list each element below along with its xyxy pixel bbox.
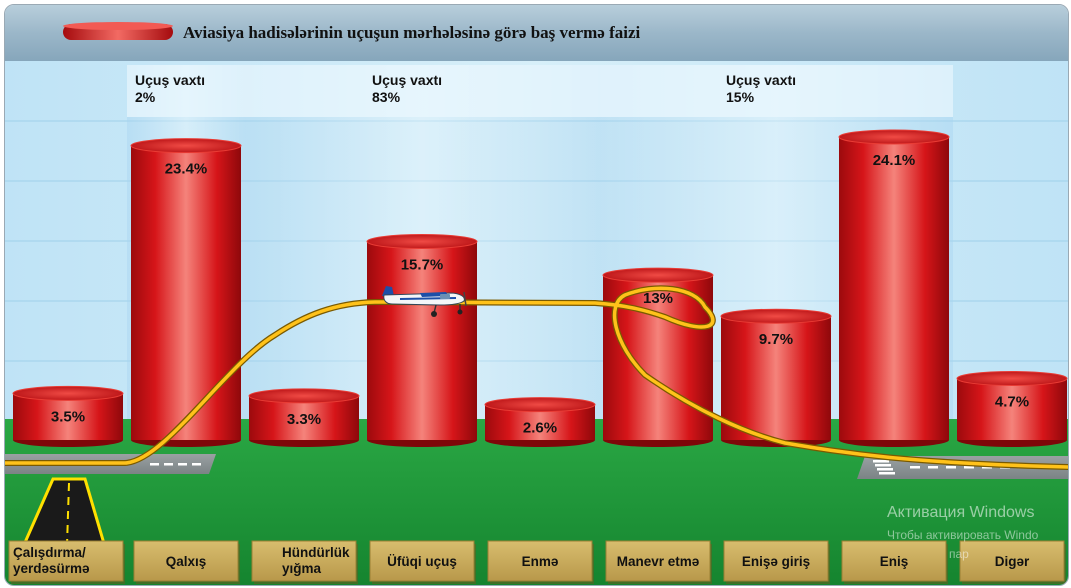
threshold-mark [877,468,893,471]
runway-dash [164,463,173,466]
flight-phase-chart: Aviasiya hadisələrinin uçuşun mərhələsin… [5,5,1068,585]
bar-value-label: 3.3% [287,411,321,428]
bar-value-label: 23.4% [165,161,208,178]
bar-body [839,136,949,440]
threshold-mark [873,460,889,463]
bar-body [721,316,831,440]
phase-band-header [127,65,245,117]
bar-body [13,393,123,440]
bar-4: 15.7% [366,234,478,447]
category-label: Enişə giriş [742,554,810,569]
bar-5: 2.6% [484,397,596,447]
bar-value-label: 24.1% [873,152,916,169]
bars-group: 3.5% 23.4% 3.3% 15.7% 2.6% 13% 9.7% 24.1% 4.7% [12,129,1068,447]
runway-dash [946,466,956,469]
category-box [251,540,357,582]
bar-top [366,234,478,250]
bar-top [484,397,596,413]
bar-1: 3.5% [12,385,124,447]
category-9: Digər [959,540,1066,584]
category-label: Hündürlük yığma [282,545,350,576]
runway-dash [178,463,187,466]
watermark-line-3: пар [949,547,969,561]
category-label: Üfüqi uçuş [387,554,457,569]
category-label: Digər [995,554,1030,569]
category-box [959,540,1065,582]
runway-dash [910,466,920,469]
category-labels: Çalışdırma/yerdəsürmə Qalxış Hündürlük yığm… [8,540,1066,584]
category-label: Çalışdırma/yerdəsürmə [13,545,90,576]
bar-body [131,145,241,441]
bar-value-label: 9.7% [759,331,793,348]
runway-dash [150,463,159,466]
runway-threshold [873,460,895,475]
bar-value-label: 13% [643,290,673,307]
category-label: Eniş [880,554,909,569]
runway-dash [964,466,974,469]
phase-value: 83% [372,89,401,105]
category-1: Çalışdırma/yerdəsürmə [8,540,125,584]
category-5: Enmə [487,540,594,584]
bar-body [603,275,713,440]
bar-value-label: 3.5% [51,408,85,425]
bar-3: 3.3% [248,388,360,447]
bar-top [720,308,832,324]
bar-top [12,385,124,401]
category-2: Qalxış [133,540,240,584]
category-7: Enişə giriş [723,540,830,584]
chart-frame: Aviasiya hadisələrinin uçuşun mərhələsin… [4,4,1069,586]
runway-dash [192,463,201,466]
category-box [841,540,947,582]
category-box [133,540,239,582]
phase-value: 15% [726,89,755,105]
category-box [487,540,593,582]
category-4: Üfüqi uçuş [369,540,476,584]
bar-2: 23.4% [130,138,242,447]
bar-8: 24.1% [838,129,950,447]
chart-title: Aviasiya hadisələrinin uçuşun mərhələsin… [183,23,641,42]
bar-top [248,388,360,404]
runway-dash [928,466,938,469]
bar-body [367,241,477,440]
category-box [723,540,829,582]
bar-body [957,378,1067,440]
category-8: Eniş [841,540,948,584]
threshold-mark [879,472,895,475]
phase-label: Uçuş vaxtı [726,72,796,88]
legend-swatch-icon [63,22,173,40]
threshold-mark [875,464,891,467]
bar-value-label: 4.7% [995,393,1029,410]
bar-9: 4.7% [956,370,1068,447]
category-label: Qalxış [166,554,207,569]
runway-dash [982,466,992,469]
bar-6: 13% [602,267,714,447]
category-label: Enmə [522,554,559,569]
category-box [605,540,711,582]
bar-top [838,129,950,145]
phase-band-header [245,65,599,117]
category-box [8,540,124,582]
phase-value: 2% [135,89,156,105]
watermark-line-1: Активация Windows [887,504,1034,521]
category-box [369,540,475,582]
airplane-icon [382,286,467,317]
bar-top [602,267,714,283]
phase-label: Uçuş vaxtı [372,72,442,88]
category-label: Manevr etmə [617,554,700,569]
watermark-line-2: Чтобы активировать Windo [887,528,1039,542]
title-bar [5,5,1068,61]
bar-top [130,138,242,154]
phase-label: Uçuş vaxtı [135,72,205,88]
category-3: Hündürlük yığma [251,540,358,584]
bar-top [956,370,1068,386]
category-6: Manevr etmə [605,540,712,584]
flight-path-highlight [5,286,1068,469]
phase-band-header [599,65,953,117]
bar-value-label: 2.6% [523,420,557,437]
runway-dashes-left [150,463,201,466]
bar-value-label: 15.7% [401,257,444,274]
